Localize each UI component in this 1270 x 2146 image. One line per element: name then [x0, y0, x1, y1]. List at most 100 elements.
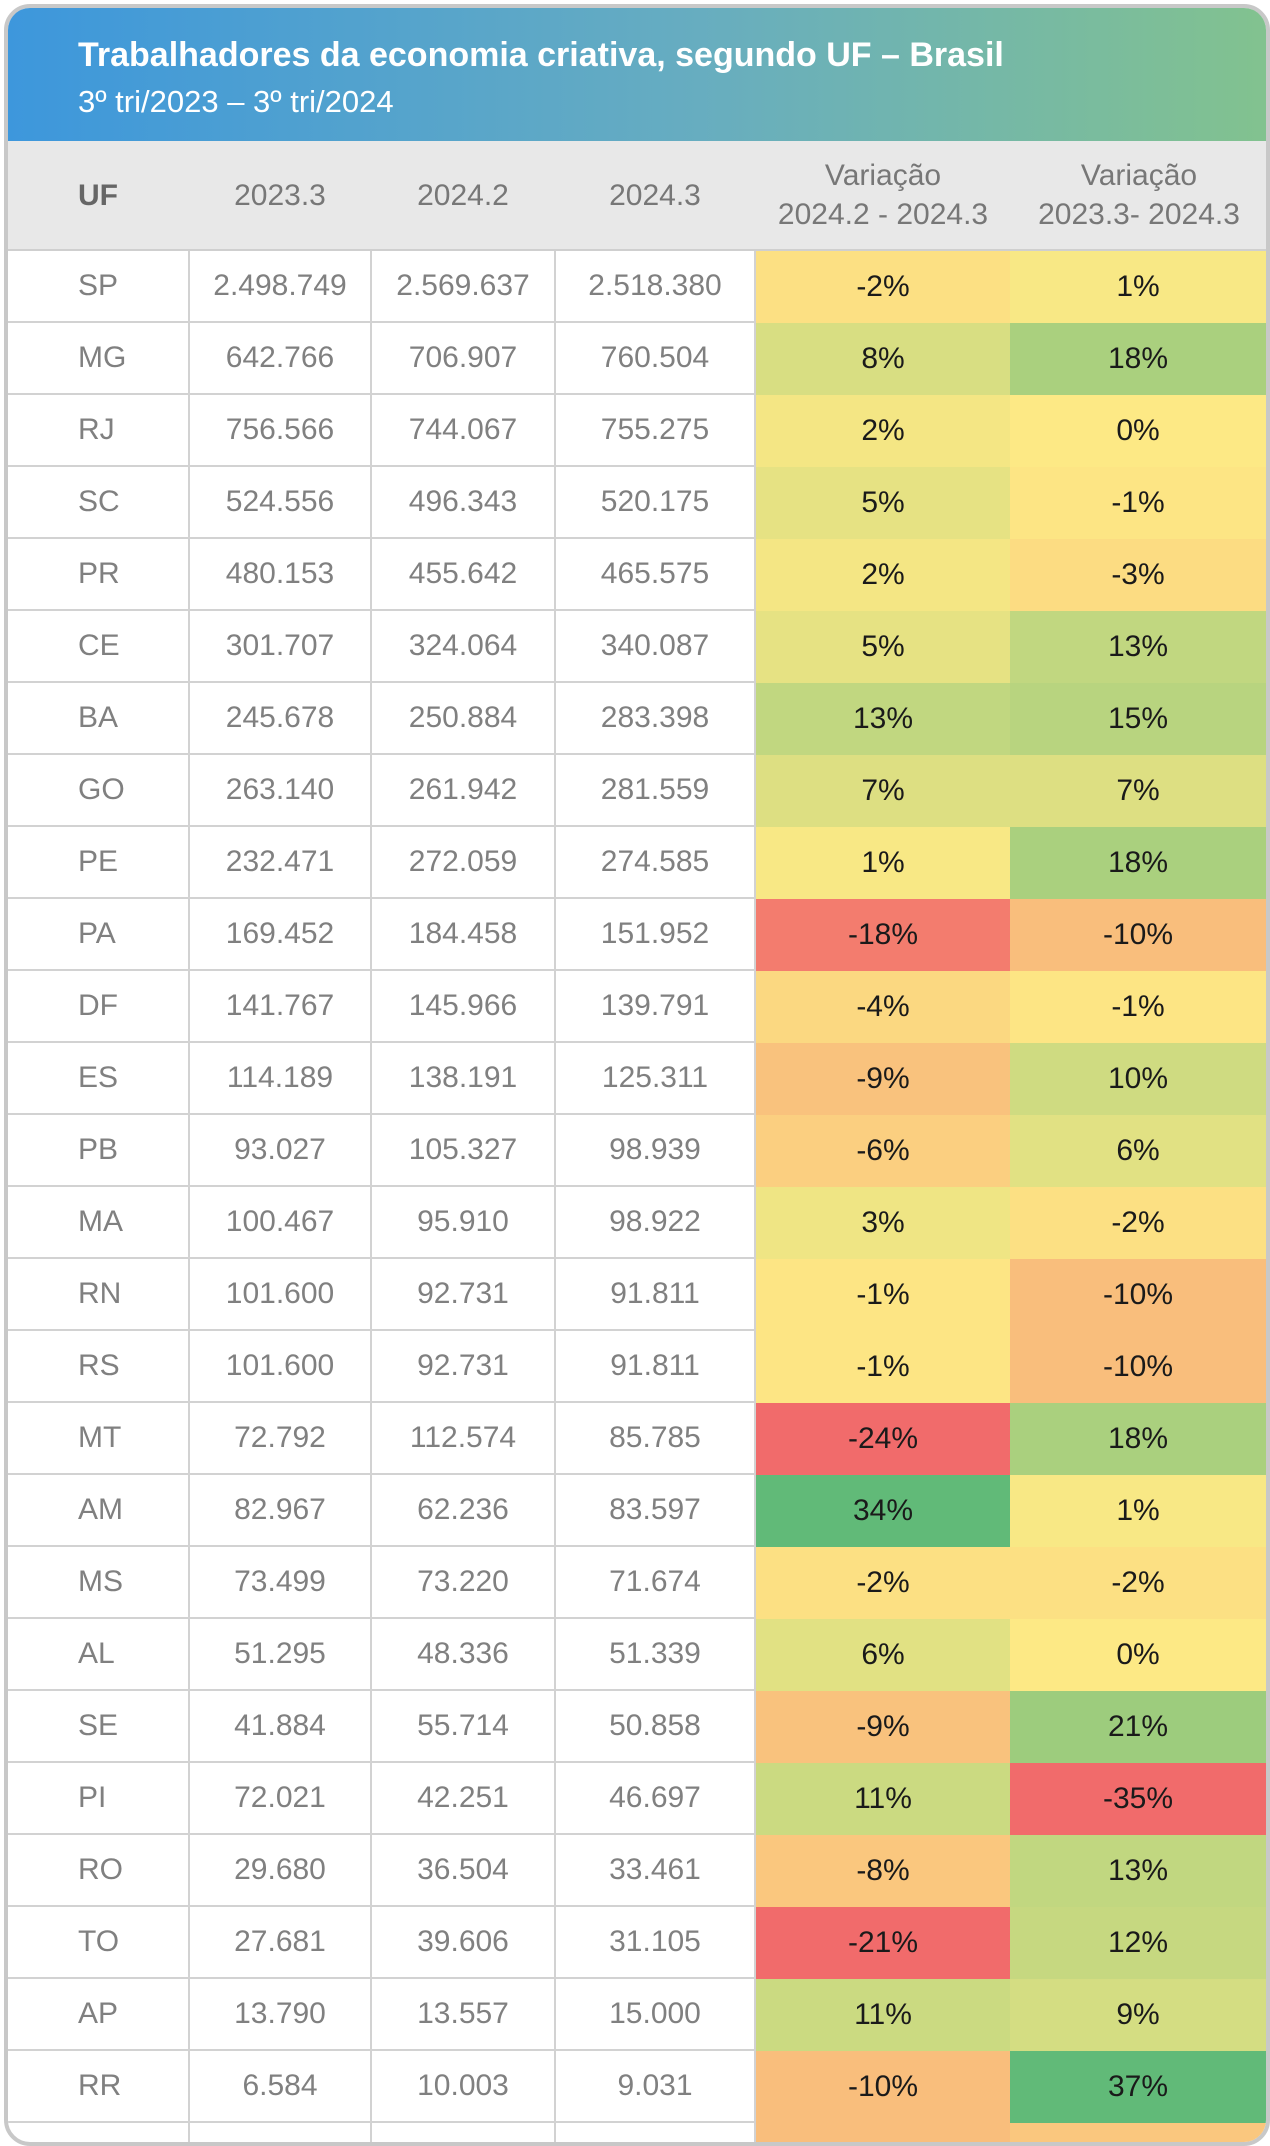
cell-2024-3: 760.504	[600, 341, 710, 374]
cell-2024-3: 50.858	[609, 1709, 701, 1742]
cell-2024-3: 91.811	[610, 1277, 700, 1310]
cell-variation-quarter: -1%	[756, 1259, 1010, 1331]
cell-2023-3: 169.452	[225, 917, 335, 950]
table-row: MA 100.467 95.910 98.922 3% -2%	[8, 1187, 1266, 1259]
cell-2024-2: 36.504	[417, 1853, 509, 1886]
cell-2023-3: 51.295	[234, 1637, 326, 1670]
table-row: PI 72.021 42.251 46.697 11% -35%	[8, 1763, 1266, 1835]
table-header-banner: Trabalhadores da economia criativa, segu…	[8, 8, 1266, 141]
cell-variation-quarter: -4%	[756, 971, 1010, 1043]
cell-2023-3: 100.467	[225, 1205, 335, 1238]
cell-2024-3: 125.311	[601, 1061, 709, 1094]
cell-variation-quarter: 11%	[756, 1979, 1010, 2051]
cell-variation-quarter: 6%	[756, 1619, 1010, 1691]
table-title: Trabalhadores da economia criativa, segu…	[78, 36, 1004, 74]
cell-variation-quarter: -24%	[756, 1403, 1010, 1475]
cell-2023-3: 756.566	[225, 413, 335, 446]
cell-2024-3: 283.398	[600, 701, 710, 734]
cell-2024-2: 39.606	[417, 1925, 509, 1958]
table-row: SE 41.884 55.714 50.858 -9% 21%	[8, 1691, 1266, 1763]
row-divider	[8, 1761, 754, 1763]
cell-uf: MG	[78, 341, 127, 374]
cell-2024-3: 151.952	[600, 917, 710, 950]
cell-variation-year: -10%	[1010, 899, 1266, 971]
cell-variation-year: -2%	[1010, 1187, 1266, 1259]
cell-variation-quarter: 5%	[756, 611, 1010, 683]
cell-2023-3: 13.790	[234, 1997, 326, 2030]
row-divider	[8, 1257, 754, 1259]
cell-2023-3: 263.140	[225, 773, 335, 806]
cell-uf: PB	[78, 1133, 119, 1166]
cell-variation-quarter: -10%	[756, 2123, 1010, 2142]
cell-variation-quarter: -21%	[756, 1907, 1010, 1979]
cell-variation-quarter: -2%	[756, 251, 1010, 323]
cell-2024-2: 455.642	[408, 557, 518, 590]
cell-2024-3: 520.175	[600, 485, 710, 518]
cell-uf: MA	[78, 1205, 123, 1238]
cell-uf: AC	[8, 2123, 188, 2142]
cell-2024-3: 139.791	[600, 989, 710, 1022]
cell-uf: SC	[78, 485, 120, 518]
cell-2023-3: 101.600	[225, 1277, 335, 1310]
cell-2024-2: 145.966	[408, 989, 518, 1022]
cell-variation-quarter: -18%	[756, 899, 1010, 971]
cell-variation-quarter: 2%	[756, 395, 1010, 467]
row-divider	[8, 897, 754, 899]
cell-2024-2: 2.569.637	[396, 269, 530, 302]
cell-variation-year: -10%	[1010, 1331, 1266, 1403]
cell-uf: ES	[78, 1061, 119, 1094]
cell-variation-year: 1%	[1010, 1475, 1266, 1547]
cell-uf: DF	[78, 989, 118, 1022]
cell-variation-year: 18%	[1010, 323, 1266, 395]
table-row: DF 141.767 145.966 139.791 -4% -1%	[8, 971, 1266, 1043]
table-row: AL 51.295 48.336 51.339 6% 0%	[8, 1619, 1266, 1691]
column-header-2024-2: 2024.2	[372, 141, 554, 249]
column-header-variation-quarter-line2: 2024.2 - 2024.3	[777, 198, 989, 231]
table-row: TO 27.681 39.606 31.105 -21% 12%	[8, 1907, 1266, 1979]
row-divider	[8, 969, 754, 971]
cell-2023-3: 2.498.749	[213, 269, 347, 302]
cell-uf: TO	[78, 1925, 120, 1958]
cell-variation-quarter: -9%	[756, 1043, 1010, 1115]
column-divider	[370, 251, 372, 2142]
cell-2024-3: 274.585	[600, 845, 710, 878]
row-divider	[8, 1617, 754, 1619]
cell-uf: PA	[78, 917, 116, 950]
cell-2023-3: 27.681	[234, 1925, 326, 1958]
cell-2024-3: 31.105	[609, 1925, 701, 1958]
cell-uf: PE	[78, 845, 119, 878]
row-divider	[8, 681, 754, 683]
cell-variation-quarter: 2%	[756, 539, 1010, 611]
cell-variation-quarter: 34%	[756, 1475, 1010, 1547]
cell-uf: SE	[78, 1709, 119, 1742]
cell-variation-year: 1%	[1010, 251, 1266, 323]
cell-2024-3: 2.518.380	[588, 269, 722, 302]
cell-2024-2: 112.574	[409, 1421, 517, 1454]
cell-2024-2: 55.714	[417, 1709, 509, 1742]
column-header-2024-3-label: 2024.3	[609, 178, 701, 212]
cell-uf: RN	[78, 1277, 122, 1310]
cell-2023-3: 93.027	[234, 1133, 326, 1166]
cell-2024-2: 73.220	[417, 1565, 509, 1598]
cell-2024-3: 71.674	[609, 1565, 701, 1598]
table-row: PR 480.153 455.642 465.575 2% -3%	[8, 539, 1266, 611]
row-divider	[8, 825, 754, 827]
cell-uf: RO	[78, 1853, 123, 1886]
cell-uf: PR	[78, 557, 120, 590]
cell-2023-3: 642.766	[225, 341, 335, 374]
cell-variation-year: 18%	[1010, 827, 1266, 899]
row-divider	[8, 753, 754, 755]
row-divider	[8, 1473, 754, 1475]
table-row: SC 524.556 496.343 520.175 5% -1%	[8, 467, 1266, 539]
table-row: MT 72.792 112.574 85.785 -24% 18%	[8, 1403, 1266, 1475]
cell-2023-3: 29.680	[234, 1853, 326, 1886]
cell-uf: RS	[78, 1349, 120, 1382]
row-divider	[8, 1329, 754, 1331]
cell-2023-3: 141.767	[225, 989, 335, 1022]
cell-uf: GO	[78, 773, 125, 806]
column-header-variation-year-line1: Variação	[1080, 159, 1198, 192]
table-row: RS 101.600 92.731 91.811 -1% -10%	[8, 1331, 1266, 1403]
cell-variation-year: 0%	[1010, 1619, 1266, 1691]
cell-2024-2: 744.067	[408, 413, 518, 446]
cell-2024-2: 10.003	[417, 2069, 509, 2102]
